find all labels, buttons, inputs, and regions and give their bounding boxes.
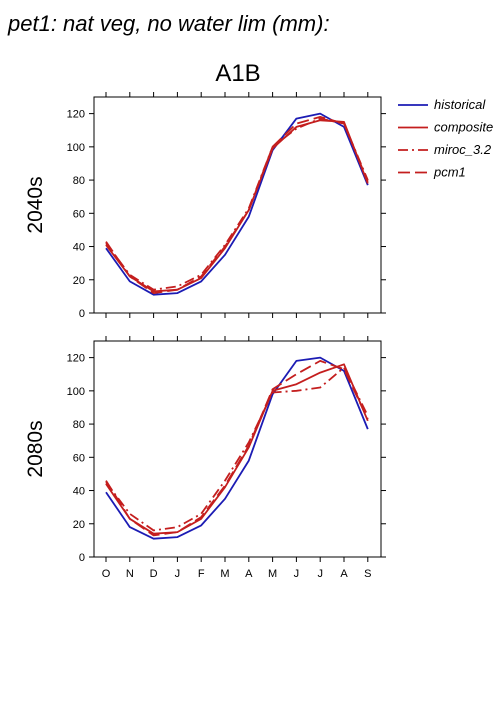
x-tick-label: N [126,568,134,580]
legend-label-composite: composite [434,120,493,135]
x-tick-label: J [175,568,181,580]
x-tick-label: A [245,568,253,580]
legend-label-pcm1: pcm1 [433,165,466,180]
y-tick-label: 80 [73,175,85,187]
series-line-pcm1 [105,116,369,295]
y-tick-label: 60 [73,208,85,220]
series-line-pcm1 [105,359,369,537]
y-tick-label: 100 [67,386,85,398]
y-tick-label: 20 [73,519,85,531]
y-tick-label: 100 [67,142,85,154]
series-line-composite [105,363,369,535]
chart-subtitle: A1B [215,60,260,87]
x-tick-label: M [268,568,277,580]
x-tick-label: J [294,568,300,580]
y-tick-label: 80 [73,419,85,431]
series-line-historical [105,356,369,540]
row-label-2080s: 2080s [24,420,47,477]
y-tick-label: 0 [79,552,85,564]
panel-2080s: 0 20 40 60 80 100 120 O N D J F M A M J J A S 2080s [24,336,386,580]
legend-label-historical: historical [434,97,486,112]
y-tick-label: 20 [73,275,85,287]
page-title: pet1: nat veg, no water lim (mm): [7,11,330,36]
y-tick-label: 120 [67,353,85,365]
y-tick-label: 120 [67,109,85,121]
y-tick-label: 60 [73,452,85,464]
x-tick-label: A [340,568,348,580]
x-tick-label: F [198,568,205,580]
y-tick-label: 40 [73,486,85,498]
x-tick-label: O [102,568,111,580]
series-line-composite [105,119,369,293]
x-tick-label: J [317,568,323,580]
panel-2040s: 0 20 40 60 80 100 120 2040s [24,92,386,320]
series-line-historical [105,112,369,296]
plot-frame [93,96,382,314]
x-tick-label: D [150,568,158,580]
y-tick-label: 0 [79,308,85,320]
row-label-2040s: 2040s [24,176,47,233]
plot-frame [93,340,382,558]
y-tick-label: 40 [73,242,85,254]
x-tick-label: S [364,568,371,580]
legend: historical composite miroc_3.2 pcm1 [398,97,493,180]
x-tick-label: M [220,568,229,580]
panels: 0 20 40 60 80 100 120 2040s 0 20 40 60 80 100 120 O N D J F… [24,92,386,580]
series-line-miroc_3.2 [105,366,369,532]
series-line-miroc_3.2 [105,117,369,291]
legend-label-miroc_3.2: miroc_3.2 [434,142,492,157]
